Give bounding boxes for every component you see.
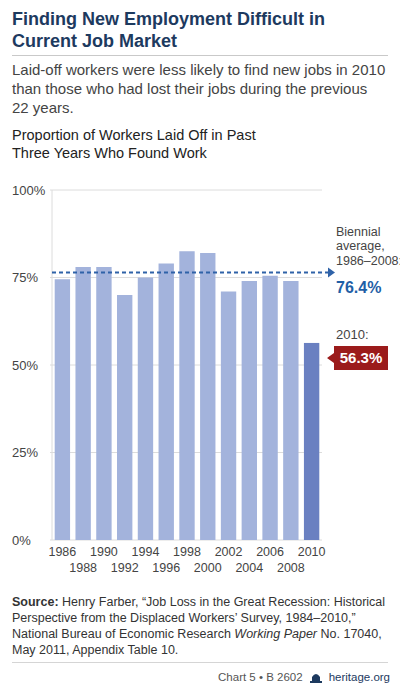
- x-tick-label: 2008: [277, 561, 305, 575]
- bar: [262, 276, 277, 540]
- bar: [117, 295, 132, 540]
- icon: [309, 670, 323, 684]
- bar: [159, 264, 174, 541]
- average-text: Biennialaverage,1986–2008:: [336, 225, 400, 268]
- bar: [200, 253, 215, 540]
- bar: [179, 251, 194, 540]
- footer-site: heritage.org: [329, 671, 390, 683]
- x-tick-label: 1996: [152, 561, 180, 575]
- average-label: 76.4%: [336, 279, 381, 296]
- x-tick-label: 1990: [90, 545, 118, 559]
- average-arrow: [328, 268, 335, 278]
- footer: Chart 5 • B 2602 heritage.org: [218, 670, 390, 684]
- bar: [242, 281, 257, 540]
- y-tick-label: 100%: [12, 183, 46, 198]
- y-tick-label: 75%: [12, 270, 38, 285]
- bar: [221, 292, 236, 541]
- icon-shape: [312, 674, 320, 681]
- callout-box: [327, 346, 388, 370]
- data-label: 56.3%: [340, 349, 383, 366]
- y-tick-label: 50%: [12, 358, 38, 373]
- average-text-line: Biennial: [336, 225, 380, 239]
- bar: [283, 281, 298, 540]
- y-tick-label: 0%: [12, 533, 31, 548]
- average-text-line: average,: [336, 239, 385, 253]
- average-line: [52, 272, 328, 274]
- x-tick-label: 1994: [132, 545, 160, 559]
- source: Source: Henry Farber, “Job Loss in the G…: [12, 594, 388, 658]
- bar: [304, 343, 319, 540]
- bars: [55, 251, 320, 540]
- x-tick-label: 2010: [298, 545, 326, 559]
- bar: [55, 279, 70, 540]
- footer-chart: Chart 5 • B 2602: [218, 671, 303, 683]
- icon-base: [310, 681, 322, 683]
- x-tick-label: 2002: [215, 545, 243, 559]
- source-label: Source:: [12, 595, 59, 609]
- bar: [75, 267, 90, 540]
- source-text: Working Paper: [234, 627, 317, 641]
- plot: 0% 25% 50% 75% 100% 1986 1988 1990 1992 1994 1996 1…: [0, 0, 400, 693]
- y-tick-label: 25%: [12, 445, 38, 460]
- chart-title: Proportion of Workers Laid Off in Past T…: [12, 126, 262, 162]
- grid-line: [50, 190, 322, 191]
- title-rule: [12, 55, 388, 56]
- x-tick-label: 2000: [194, 561, 222, 575]
- x-tick-label: 2004: [235, 561, 263, 575]
- title: Finding New Employment Difficult in Curr…: [12, 8, 382, 52]
- x-tick-label: 1992: [111, 561, 139, 575]
- annotation: 2010:: [336, 327, 369, 342]
- y-axis-line: [52, 190, 53, 540]
- x-tick-label: 2006: [256, 545, 284, 559]
- bar: [96, 267, 111, 540]
- average-text-line: 1986–2008:: [336, 254, 400, 268]
- subtitle: Laid-off workers were less likely to fin…: [12, 60, 388, 117]
- footer-rule: [12, 662, 388, 663]
- x-tick-label: 1998: [173, 545, 201, 559]
- bar: [138, 278, 153, 541]
- x-tick-label: 1986: [48, 545, 76, 559]
- x-tick-label: 1988: [69, 561, 97, 575]
